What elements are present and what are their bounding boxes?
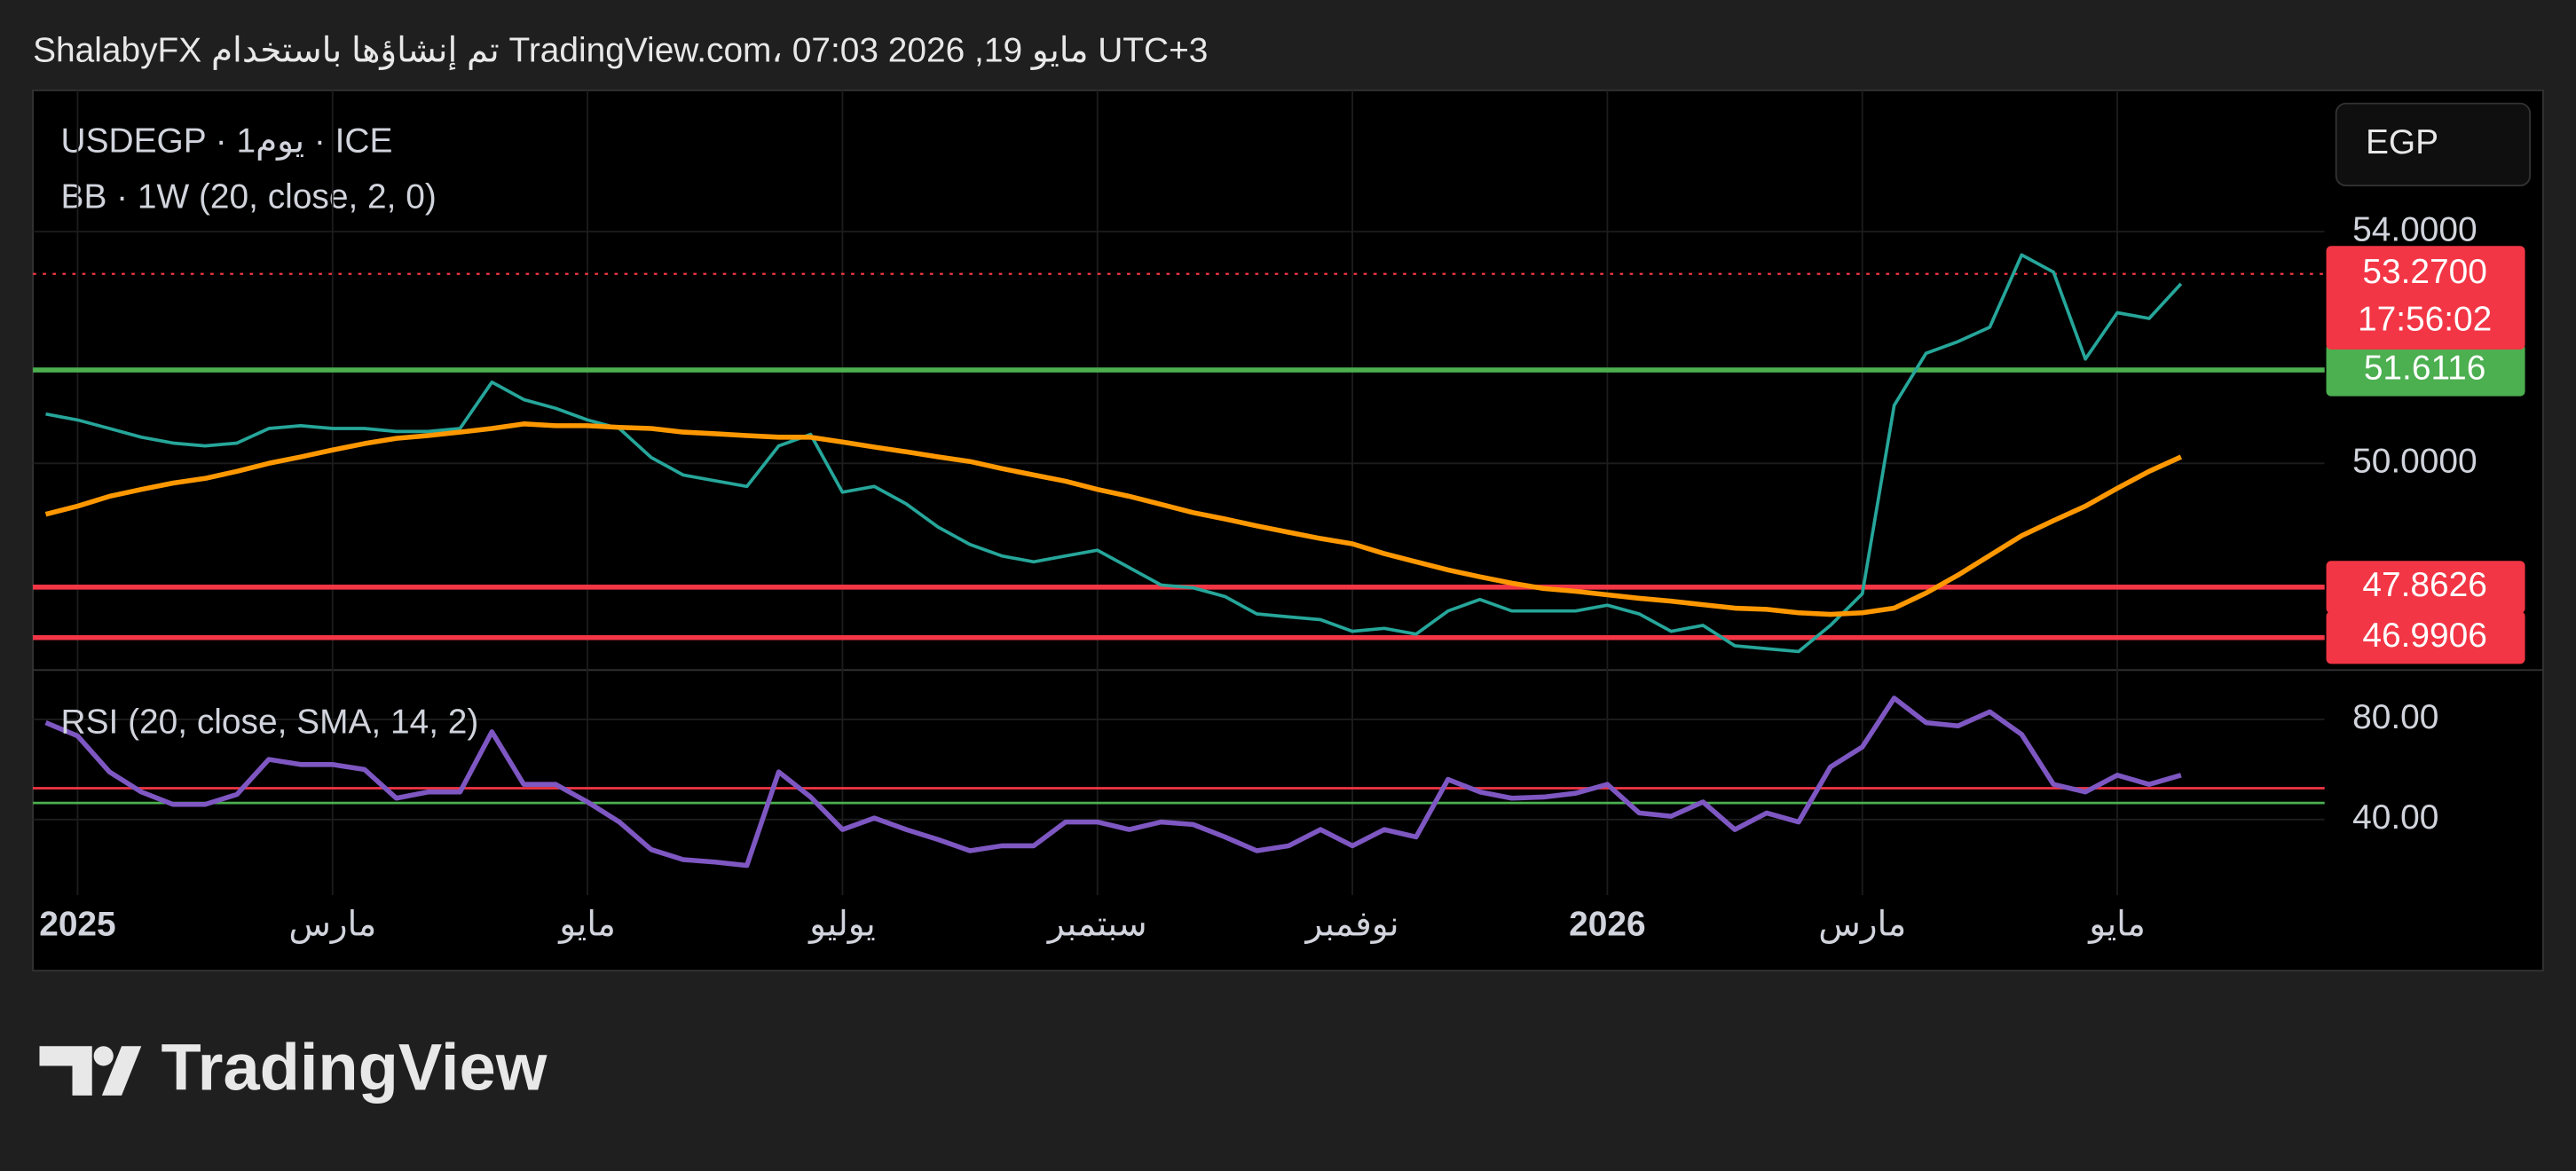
price-label-box <box>2326 246 2525 350</box>
logo-mark <box>39 1046 142 1096</box>
y-tick-label: 40.00 <box>2352 798 2438 837</box>
x-tick-label: نوفمبر <box>1304 905 1399 944</box>
header: ShalabyFX تم إنشاؤها باستخدام TradingVie… <box>33 32 1208 71</box>
y-tick-label: 50.0000 <box>2352 443 2477 481</box>
price-label: 47.8626 <box>2362 566 2486 604</box>
series-line <box>44 696 2182 868</box>
series-line <box>44 421 2183 617</box>
x-tick-label: مايو <box>2087 905 2146 944</box>
price-label-box <box>2326 611 2525 664</box>
y-tick-label: 54.0000 <box>2352 210 2477 248</box>
x-tick-label: يوليو <box>807 905 876 944</box>
price-label: 46.9906 <box>2362 617 2486 655</box>
series-line <box>45 253 2183 654</box>
logo-text: TradingView <box>161 1030 547 1104</box>
price-label-box <box>2326 561 2525 614</box>
indicator-legend: RSI (20, close, SMA, 14, 2) <box>61 703 479 742</box>
symbol-title: USDEGP · 1يوم · ICE <box>61 122 393 161</box>
x-tick-label: 2026 <box>1569 905 1645 943</box>
x-tick-label: 2025 <box>39 905 115 943</box>
price-label: 53.2700 <box>2362 253 2486 291</box>
x-tick-label: سبتمبر <box>1046 905 1147 944</box>
price-label-box <box>2326 343 2525 397</box>
y-tick-label: 80.00 <box>2352 698 2438 736</box>
x-tick-label: مايو <box>557 905 616 944</box>
x-tick-label: مارس <box>1818 905 1906 944</box>
price-label: 51.6116 <box>2364 349 2486 387</box>
currency-button[interactable] <box>2335 102 2532 187</box>
x-tick-label: مارس <box>288 905 376 944</box>
indicator-legend: BB · 1W (20, close, 2, 0) <box>61 177 437 216</box>
currency[interactable]: EGP <box>2366 123 2438 161</box>
countdown: 17:56:02 <box>2358 301 2492 339</box>
